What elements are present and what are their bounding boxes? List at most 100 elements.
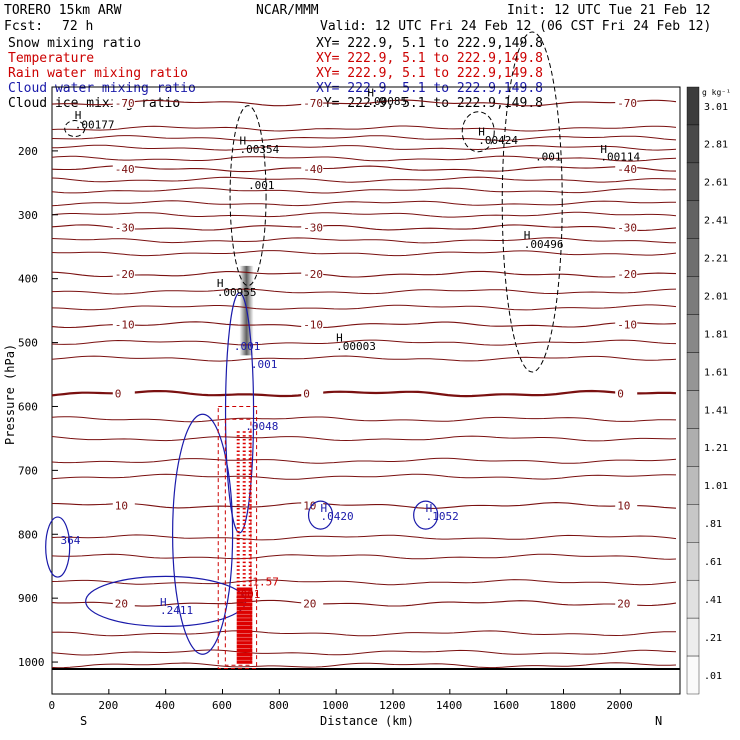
temperature-label: -70 (115, 97, 135, 110)
colorbar-tick-label: 1.81 (704, 329, 728, 340)
temperature-contour-line (51, 144, 677, 151)
temperature-contour-line (51, 321, 677, 329)
colorbar-tick-label: 2.41 (704, 216, 728, 227)
temperature-contour-line (51, 389, 677, 398)
y-tick-label: 800 (18, 528, 38, 541)
legend-label: Rain water mixing ratio (8, 66, 188, 81)
colorbar-segment (686, 466, 700, 505)
temperature-label: -10 (617, 319, 637, 332)
colorbar-tick-label: .41 (704, 595, 722, 606)
temperature-contour-line (51, 473, 677, 480)
x-tick-label: 400 (155, 699, 175, 712)
temperature-contour-line (51, 502, 677, 509)
temperature-contour-line (51, 211, 677, 218)
colorbar-segment (686, 542, 700, 581)
colorbar-segment (686, 579, 700, 619)
temperature-contour-line (51, 304, 677, 311)
x-axis-label: Distance (km) (320, 714, 414, 728)
x-tick-label: 1600 (493, 699, 520, 712)
temperature-label-bg (301, 387, 324, 399)
y-tick-label: 200 (18, 145, 38, 158)
mixing-ratio-contours (45, 31, 563, 669)
extrema-label: H (240, 135, 247, 148)
temperature-label: 20 (303, 597, 316, 610)
legend-label: Cloud ice mixing ratio (8, 96, 180, 111)
extrema-label: H (75, 109, 82, 122)
cloud-ice-contour (64, 120, 86, 138)
colorbar-segment (686, 162, 700, 202)
extrema-label: .00354 (240, 143, 280, 156)
temperature-contour-line (51, 355, 677, 362)
colorbar-tick-label: 2.01 (704, 291, 728, 302)
legend-label: Temperature (8, 51, 94, 66)
plot-frame (51, 86, 681, 695)
org-title: NCAR/MMM (256, 3, 319, 18)
temperature-label: -20 (303, 268, 323, 281)
x-tick-label: 1800 (549, 699, 576, 712)
temperature-label-bg (301, 268, 324, 280)
temperature-contour-line (51, 176, 677, 183)
extrema-label: .00424 (478, 134, 518, 147)
temperature-label-bg (615, 268, 638, 280)
temperature-contour-line (51, 125, 677, 132)
colorbar-segment (686, 238, 700, 277)
north-marker: N (655, 714, 662, 728)
temperature-contour-line (51, 135, 677, 142)
y-tick-label: 600 (18, 400, 38, 413)
temperature-label: 10 (303, 500, 316, 513)
axes: 0 200 400 600 800 1000 1200 1400 1600 1800 2000200… (18, 145, 633, 712)
temperature-label: -70 (617, 97, 637, 110)
cloud-ice-contour (229, 105, 267, 287)
extrema-label: .001 (535, 150, 562, 163)
temperature-label-bg (112, 221, 135, 233)
temperature-contour-line (51, 250, 677, 257)
temperature-label-bg (301, 96, 324, 108)
fcst-label: Fcst: (4, 19, 43, 34)
legend-xy: XY= 222.9, 5.1 to 222.9,149.8 (316, 81, 543, 96)
y-tick-label: 500 (18, 337, 38, 350)
legend-xy: XY= 222.9, 5.1 to 222.9,149.8 (316, 66, 543, 81)
y-tick-label: 400 (18, 273, 38, 286)
extrema-label: .00085 (367, 95, 407, 108)
colorbar-segment (686, 428, 700, 467)
temperature-label-bg (112, 499, 135, 511)
temperature-label-bg (615, 499, 638, 511)
colorbar-segment (686, 276, 700, 315)
x-tick-label: 1200 (379, 699, 406, 712)
temperature-contour-line (51, 339, 677, 346)
cloud-ice-contour (461, 111, 495, 153)
y-axis-label: Pressure (hPa) (3, 344, 17, 445)
colorbar-segment (686, 617, 700, 657)
temperature-contour-line (51, 662, 677, 669)
colorbar-tick-label: .61 (704, 557, 722, 568)
y-tick-label: 1000 (18, 656, 45, 669)
colorbar-tick-label: 3.01 (704, 102, 728, 113)
rain-contour (217, 405, 258, 669)
cloud-water-contour (172, 413, 234, 655)
extrema-label: 1.57 (252, 575, 279, 588)
temperature-label: -40 (617, 163, 637, 176)
extrema-label: .001 (234, 588, 261, 601)
legend-label: Cloud water mixing ratio (8, 81, 196, 96)
temperature-label: 0 (617, 388, 624, 401)
colorbar: 3.01 2.81 2.61 2.41 2.21 2.01 1.81 1.61 1.41 1.21… (686, 86, 731, 695)
temperature-contour-line (51, 155, 677, 162)
extrema-label: .00496 (524, 238, 564, 251)
temperature-label: -10 (115, 319, 135, 332)
legend-xy: XY= 222.9, 5.1 to 222.9,149.8 (316, 96, 543, 111)
init-time: Init: 12 UTC Tue 21 Feb 12 (507, 3, 711, 18)
temperature-contour-line (51, 649, 677, 656)
temperature-label-bg (615, 318, 638, 330)
temperature-contour-line (51, 270, 677, 278)
colorbar-segment (686, 314, 700, 353)
temperature-label: -10 (303, 319, 323, 332)
extrema-label: H (600, 143, 607, 156)
colorbar-tick-label: 1.61 (704, 367, 728, 378)
valid-time: Valid: 12 UTC Fri 24 Feb 12 (06 CST Fri … (320, 19, 711, 34)
temperature-label: 0 (115, 388, 122, 401)
temperature-contour-line (51, 457, 677, 464)
colorbar-tick-label: 1.21 (704, 443, 728, 454)
